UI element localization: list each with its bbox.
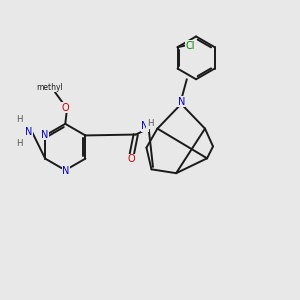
Text: N: N — [25, 127, 32, 136]
Text: O: O — [61, 103, 69, 113]
Text: H: H — [16, 115, 23, 124]
Text: methyl: methyl — [36, 83, 63, 92]
Text: N: N — [41, 130, 48, 140]
Text: H: H — [147, 119, 153, 128]
Text: N: N — [62, 166, 70, 176]
Text: Cl: Cl — [186, 41, 195, 51]
Text: O: O — [127, 154, 135, 164]
Text: N: N — [141, 121, 148, 131]
Text: N: N — [178, 97, 185, 106]
Text: H: H — [16, 139, 23, 148]
